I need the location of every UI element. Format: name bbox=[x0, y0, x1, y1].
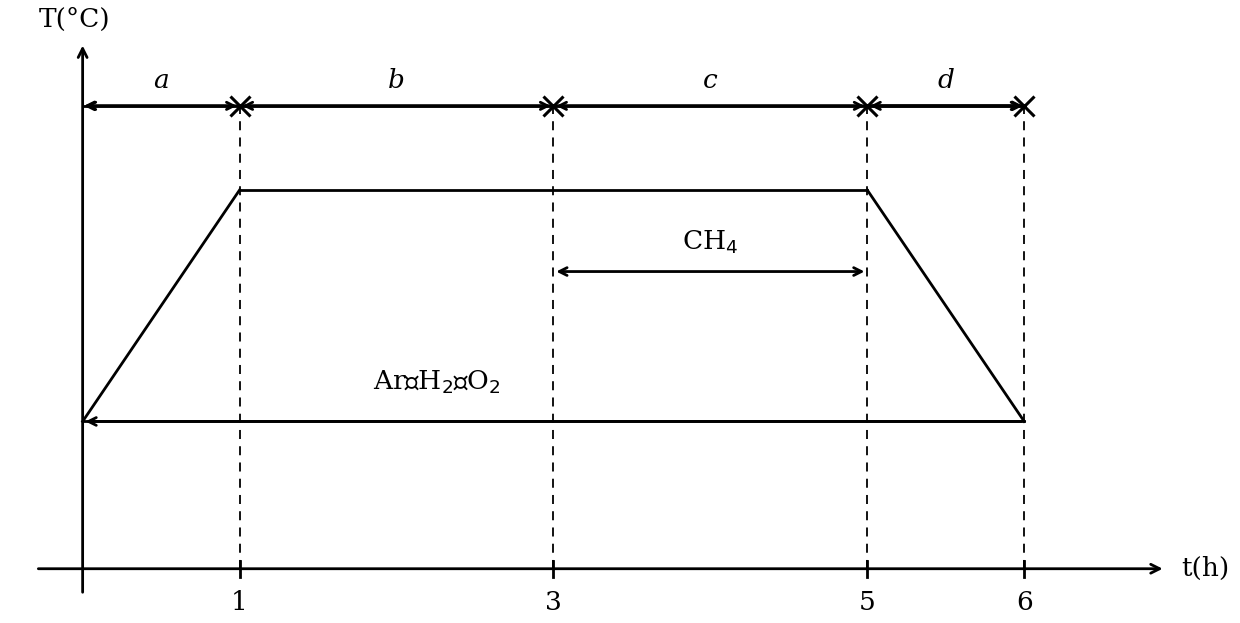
Text: 3: 3 bbox=[546, 590, 562, 615]
Text: 1: 1 bbox=[231, 590, 248, 615]
Text: 6: 6 bbox=[1016, 590, 1033, 615]
Text: T(°C): T(°C) bbox=[38, 7, 110, 32]
Text: t(h): t(h) bbox=[1182, 556, 1229, 581]
Text: Ar、H$_2$、O$_2$: Ar、H$_2$、O$_2$ bbox=[373, 368, 501, 396]
Text: 5: 5 bbox=[859, 590, 875, 615]
Text: a: a bbox=[154, 68, 169, 93]
Text: b: b bbox=[388, 68, 405, 93]
Text: d: d bbox=[937, 68, 955, 93]
Text: CH$_4$: CH$_4$ bbox=[682, 228, 738, 256]
Text: c: c bbox=[703, 68, 718, 93]
